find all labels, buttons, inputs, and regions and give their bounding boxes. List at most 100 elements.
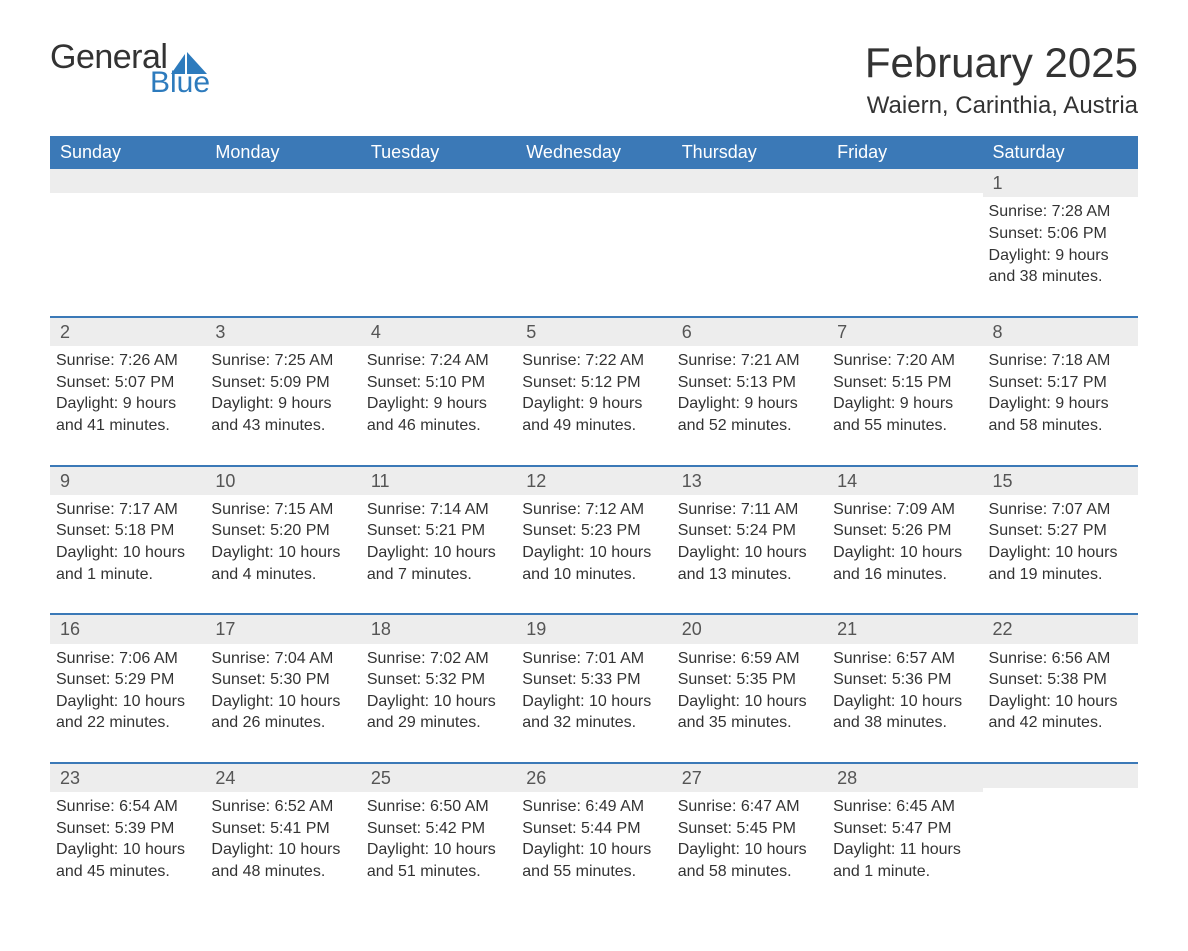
day-cell: 2Sunrise: 7:26 AMSunset: 5:07 PMDaylight… xyxy=(50,317,205,466)
sunset-line: Sunset: 5:13 PM xyxy=(678,372,821,394)
day-number: 3 xyxy=(205,318,360,346)
daylight-line: Daylight: 10 hours and 26 minutes. xyxy=(211,691,354,734)
daylight-line: Daylight: 9 hours and 58 minutes. xyxy=(989,393,1132,436)
day-cell: 13Sunrise: 7:11 AMSunset: 5:24 PMDayligh… xyxy=(672,466,827,615)
sunrise-line: Sunrise: 7:02 AM xyxy=(367,648,510,670)
sunset-line: Sunset: 5:27 PM xyxy=(989,520,1132,542)
calendar-body: 1Sunrise: 7:28 AMSunset: 5:06 PMDaylight… xyxy=(50,169,1138,910)
sunset-line: Sunset: 5:20 PM xyxy=(211,520,354,542)
day-cell: 23Sunrise: 6:54 AMSunset: 5:39 PMDayligh… xyxy=(50,763,205,911)
sunrise-line: Sunrise: 7:28 AM xyxy=(989,201,1132,223)
sunrise-line: Sunrise: 7:22 AM xyxy=(522,350,665,372)
day-number xyxy=(827,169,982,193)
day-number: 20 xyxy=(672,615,827,643)
week-row: 23Sunrise: 6:54 AMSunset: 5:39 PMDayligh… xyxy=(50,763,1138,911)
day-number: 25 xyxy=(361,764,516,792)
day-cell: 6Sunrise: 7:21 AMSunset: 5:13 PMDaylight… xyxy=(672,317,827,466)
daylight-line: Daylight: 10 hours and 19 minutes. xyxy=(989,542,1132,585)
daylight-line: Daylight: 11 hours and 1 minute. xyxy=(833,839,976,882)
sunrise-line: Sunrise: 7:26 AM xyxy=(56,350,199,372)
week-row: 1 Sunrise: 7:28 AMSunset: 5:06 PMDaylight… xyxy=(50,169,1138,317)
day-cell: 19Sunrise: 7:01 AMSunset: 5:33 PMDayligh… xyxy=(516,614,671,763)
calendar-table: SundayMondayTuesdayWednesdayThursdayFrid… xyxy=(50,136,1138,910)
day-cell: 20Sunrise: 6:59 AMSunset: 5:35 PMDayligh… xyxy=(672,614,827,763)
day-number: 16 xyxy=(50,615,205,643)
daylight-line: Daylight: 10 hours and 58 minutes. xyxy=(678,839,821,882)
daylight-line: Daylight: 10 hours and 55 minutes. xyxy=(522,839,665,882)
week-row: 9Sunrise: 7:17 AMSunset: 5:18 PMDaylight… xyxy=(50,466,1138,615)
sunrise-line: Sunrise: 7:24 AM xyxy=(367,350,510,372)
sunset-line: Sunset: 5:06 PM xyxy=(989,223,1132,245)
day-cell: 24Sunrise: 6:52 AMSunset: 5:41 PMDayligh… xyxy=(205,763,360,911)
sunset-line: Sunset: 5:39 PM xyxy=(56,818,199,840)
sunrise-line: Sunrise: 7:04 AM xyxy=(211,648,354,670)
sunset-line: Sunset: 5:29 PM xyxy=(56,669,199,691)
sunset-line: Sunset: 5:38 PM xyxy=(989,669,1132,691)
sunset-line: Sunset: 5:41 PM xyxy=(211,818,354,840)
sunset-line: Sunset: 5:15 PM xyxy=(833,372,976,394)
sunrise-line: Sunrise: 7:09 AM xyxy=(833,499,976,521)
day-cell: 7Sunrise: 7:20 AMSunset: 5:15 PMDaylight… xyxy=(827,317,982,466)
daylight-line: Daylight: 10 hours and 29 minutes. xyxy=(367,691,510,734)
dow-cell: Tuesday xyxy=(361,136,516,169)
daylight-line: Daylight: 9 hours and 38 minutes. xyxy=(989,245,1132,288)
daylight-line: Daylight: 10 hours and 35 minutes. xyxy=(678,691,821,734)
logo-text-blue: Blue xyxy=(150,68,210,98)
day-cell-empty xyxy=(205,169,360,317)
sunrise-line: Sunrise: 6:57 AM xyxy=(833,648,976,670)
sunset-line: Sunset: 5:44 PM xyxy=(522,818,665,840)
sunrise-line: Sunrise: 7:25 AM xyxy=(211,350,354,372)
sunrise-line: Sunrise: 6:56 AM xyxy=(989,648,1132,670)
day-cell: 26Sunrise: 6:49 AMSunset: 5:44 PMDayligh… xyxy=(516,763,671,911)
title-block: February 2025 Waiern, Carinthia, Austria xyxy=(865,40,1138,120)
daylight-line: Daylight: 10 hours and 7 minutes. xyxy=(367,542,510,585)
day-number: 27 xyxy=(672,764,827,792)
sunrise-line: Sunrise: 6:59 AM xyxy=(678,648,821,670)
daylight-line: Daylight: 9 hours and 43 minutes. xyxy=(211,393,354,436)
daylight-line: Daylight: 9 hours and 41 minutes. xyxy=(56,393,199,436)
day-number: 8 xyxy=(983,318,1138,346)
day-cell: 10 Sunrise: 7:15 AMSunset: 5:20 PMDayligh… xyxy=(205,466,360,615)
sunrise-line: Sunrise: 7:15 AM xyxy=(211,499,354,521)
sunset-line: Sunset: 5:21 PM xyxy=(367,520,510,542)
day-number: 10 xyxy=(205,467,360,495)
daylight-line: Daylight: 10 hours and 32 minutes. xyxy=(522,691,665,734)
day-cell-empty xyxy=(361,169,516,317)
day-cell: 5Sunrise: 7:22 AMSunset: 5:12 PMDaylight… xyxy=(516,317,671,466)
sunrise-line: Sunrise: 6:54 AM xyxy=(56,796,199,818)
day-number: 5 xyxy=(516,318,671,346)
day-cell: 17 Sunrise: 7:04 AMSunset: 5:30 PMDayligh… xyxy=(205,614,360,763)
sunset-line: Sunset: 5:30 PM xyxy=(211,669,354,691)
day-number: 19 xyxy=(516,615,671,643)
sunset-line: Sunset: 5:12 PM xyxy=(522,372,665,394)
sunrise-line: Sunrise: 7:07 AM xyxy=(989,499,1132,521)
dow-cell: Thursday xyxy=(672,136,827,169)
day-number: 11 xyxy=(361,467,516,495)
sunset-line: Sunset: 5:45 PM xyxy=(678,818,821,840)
day-number: 1 xyxy=(983,169,1138,197)
sunset-line: Sunset: 5:32 PM xyxy=(367,669,510,691)
day-number xyxy=(516,169,671,193)
sunset-line: Sunset: 5:47 PM xyxy=(833,818,976,840)
sunrise-line: Sunrise: 7:14 AM xyxy=(367,499,510,521)
sunrise-line: Sunrise: 7:12 AM xyxy=(522,499,665,521)
sunrise-line: Sunrise: 7:21 AM xyxy=(678,350,821,372)
day-cell: 12Sunrise: 7:12 AMSunset: 5:23 PMDayligh… xyxy=(516,466,671,615)
daylight-line: Daylight: 10 hours and 48 minutes. xyxy=(211,839,354,882)
day-cell: 27 Sunrise: 6:47 AMSunset: 5:45 PMDayligh… xyxy=(672,763,827,911)
week-row: 16Sunrise: 7:06 AMSunset: 5:29 PMDayligh… xyxy=(50,614,1138,763)
daylight-line: Daylight: 10 hours and 1 minute. xyxy=(56,542,199,585)
day-cell: 22Sunrise: 6:56 AMSunset: 5:38 PMDayligh… xyxy=(983,614,1138,763)
day-number: 22 xyxy=(983,615,1138,643)
day-number: 2 xyxy=(50,318,205,346)
sunset-line: Sunset: 5:36 PM xyxy=(833,669,976,691)
daylight-line: Daylight: 10 hours and 10 minutes. xyxy=(522,542,665,585)
day-number: 17 xyxy=(205,615,360,643)
sunset-line: Sunset: 5:18 PM xyxy=(56,520,199,542)
sunrise-line: Sunrise: 6:49 AM xyxy=(522,796,665,818)
month-title: February 2025 xyxy=(865,40,1138,86)
sunrise-line: Sunrise: 7:17 AM xyxy=(56,499,199,521)
sunrise-line: Sunrise: 6:47 AM xyxy=(678,796,821,818)
sunset-line: Sunset: 5:24 PM xyxy=(678,520,821,542)
daylight-line: Daylight: 10 hours and 4 minutes. xyxy=(211,542,354,585)
